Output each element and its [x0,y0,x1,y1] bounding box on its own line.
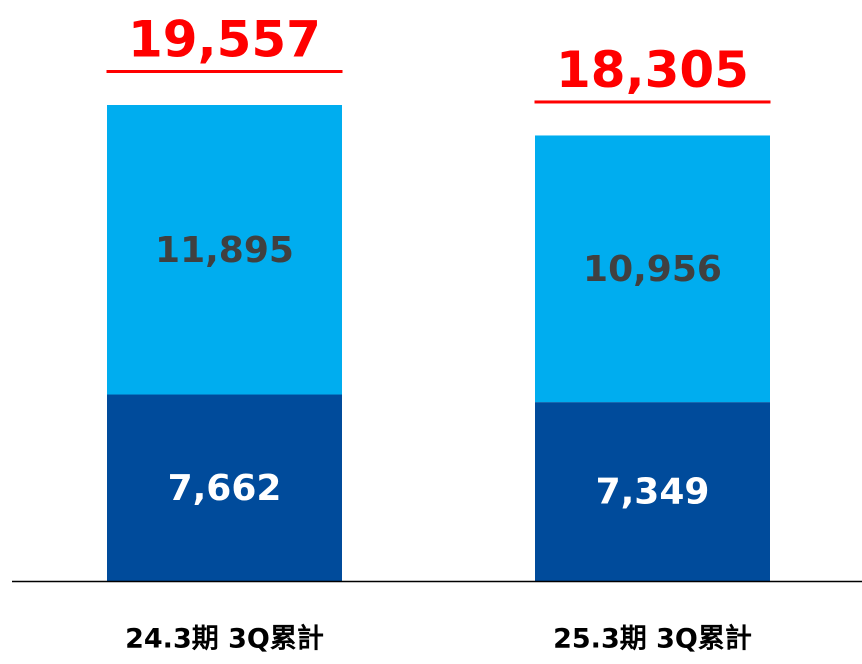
x-tick-label: 25.3期 3Q累計 [553,623,752,655]
data-label: 7,349 [596,472,710,513]
bar-segment [107,105,342,395]
data-label: 7,662 [168,468,282,509]
bar-segment [107,394,342,581]
total-label: 19,557 [128,11,321,69]
data-label: 10,956 [583,249,722,290]
x-tick-label: 24.3期 3Q累計 [125,623,324,655]
total-underline [534,100,771,104]
total-label: 18,305 [556,41,749,99]
total-underline [106,70,343,73]
bar-segment [535,135,770,403]
bar-segment [535,402,770,581]
data-label: 11,895 [155,230,294,271]
